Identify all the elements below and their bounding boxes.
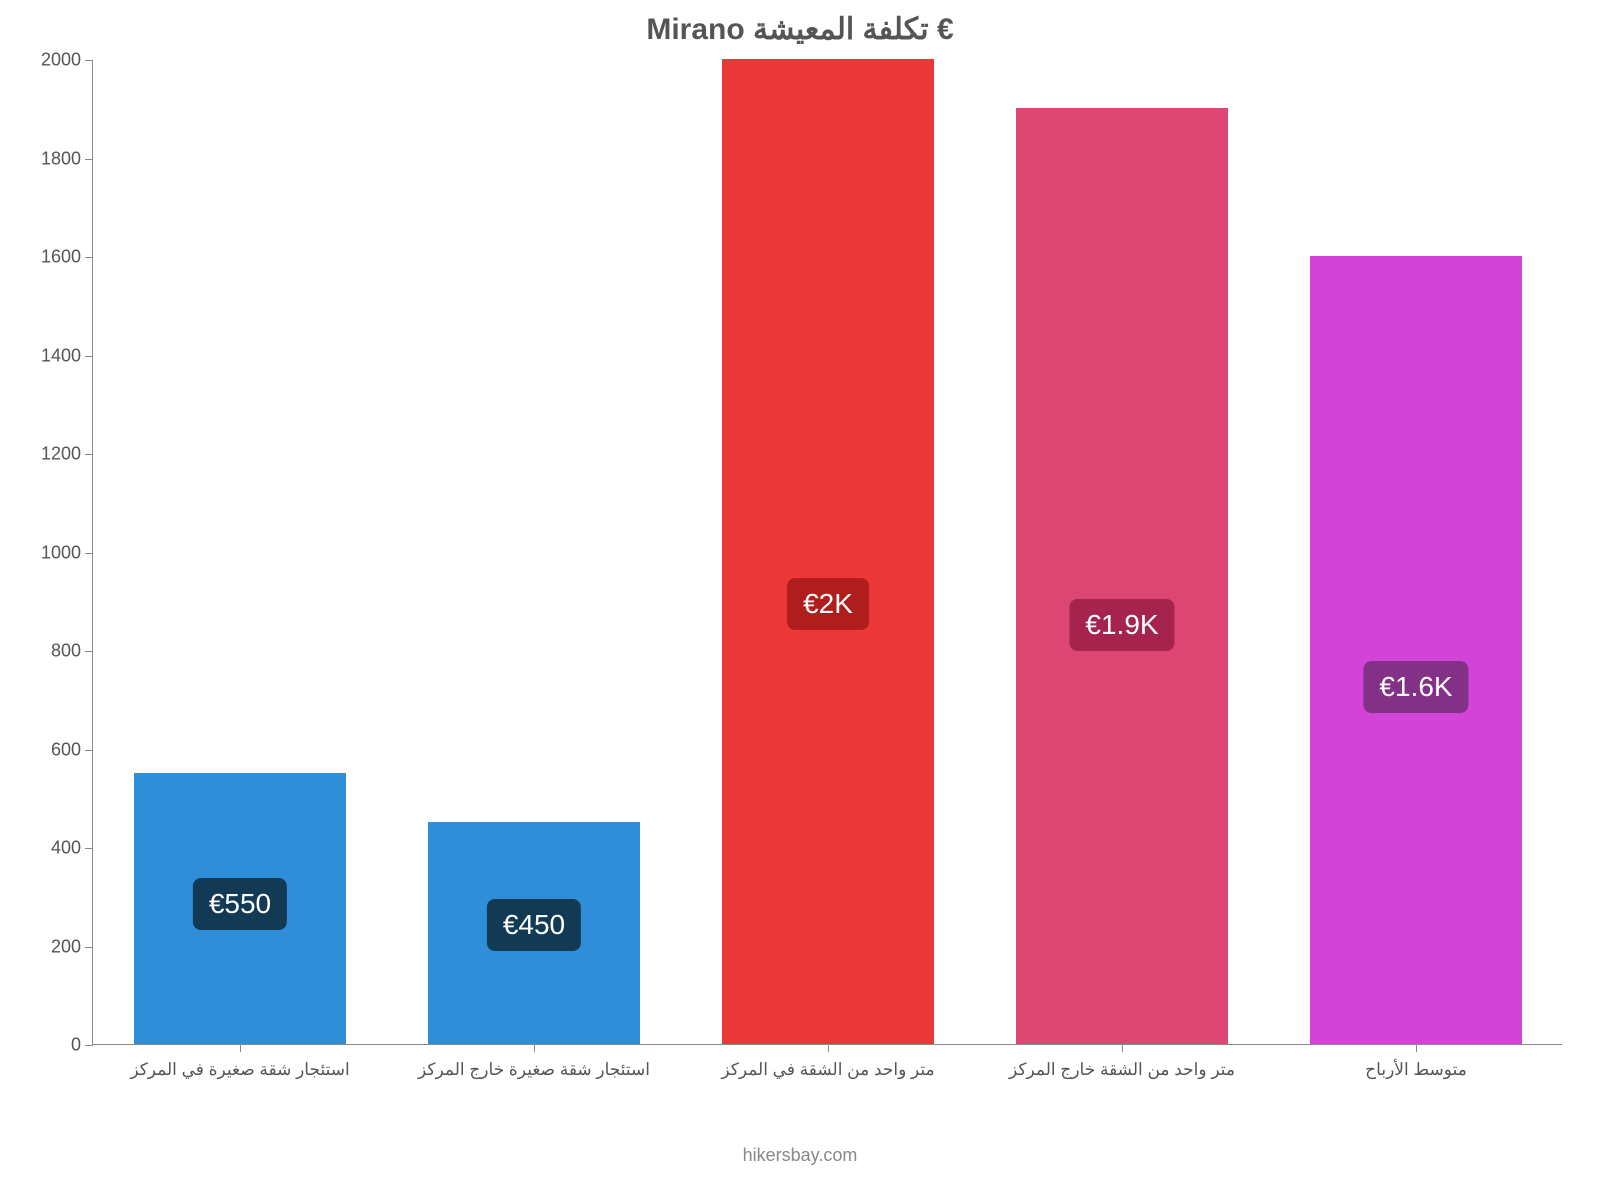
y-tick-label: 600 [51,739,93,760]
x-category-label: استئجار شقة صغيرة في المركز [130,1044,349,1080]
footer-attribution: hikersbay.com [0,1145,1600,1166]
bar-value-label: €2K [787,578,869,630]
bar-value-label: €1.9K [1069,599,1174,651]
y-tick-label: 800 [51,641,93,662]
bar: €550 [134,773,346,1044]
bar: €1.9K [1016,108,1228,1044]
x-category-label: متر واحد من الشقة خارج المركز [1009,1044,1235,1080]
x-category-label: متوسط الأرباح [1365,1044,1467,1080]
y-tick-label: 400 [51,838,93,859]
y-tick-label: 2000 [41,50,93,71]
y-tick-label: 0 [71,1035,93,1056]
bar-value-label: €550 [193,878,287,930]
x-category-label: استئجار شقة صغيرة خارج المركز [418,1044,650,1080]
chart-title: Mirano تكلفة المعيشة € [0,12,1600,47]
y-tick-label: 1600 [41,247,93,268]
x-category-label: متر واحد من الشقة في المركز [721,1044,934,1080]
y-tick-label: 1400 [41,345,93,366]
bar: €1.6K [1310,256,1522,1044]
cost-of-living-bar-chart: Mirano تكلفة المعيشة € 02004006008001000… [0,0,1600,1200]
y-tick-label: 1000 [41,542,93,563]
bar-value-label: €450 [487,899,581,951]
bar-value-label: €1.6K [1363,661,1468,713]
y-tick-label: 1200 [41,444,93,465]
y-tick-label: 200 [51,936,93,957]
y-tick-label: 1800 [41,148,93,169]
bar: €450 [428,822,640,1044]
plot-area: 0200400600800100012001400160018002000€55… [92,60,1562,1045]
bar: €2K [722,59,934,1044]
